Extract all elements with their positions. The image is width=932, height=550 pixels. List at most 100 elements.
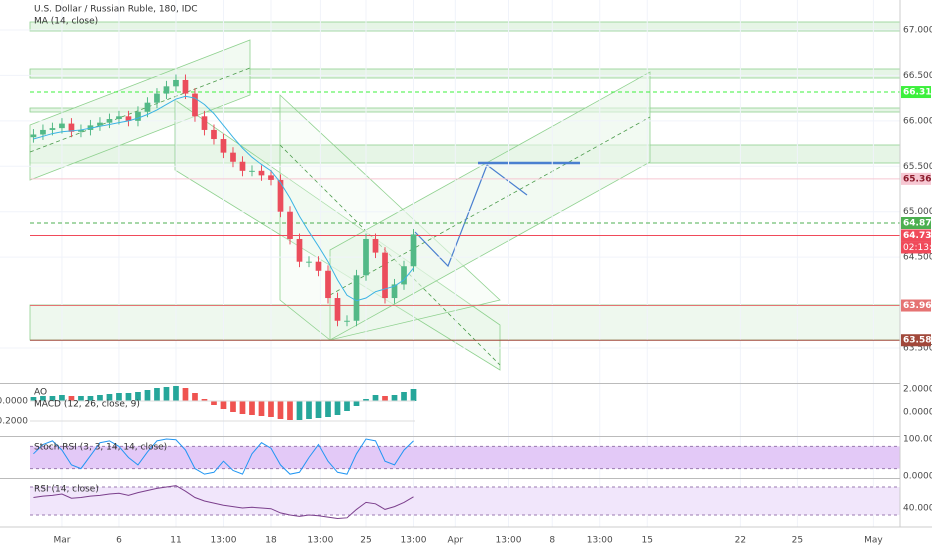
ao-bar [296,401,303,420]
candle-body [334,298,341,321]
ao-bar [68,396,75,401]
stoch-line [33,438,414,475]
candle-body [315,261,322,271]
arrows [414,161,580,268]
ao-bar [239,401,246,414]
x-tick-label: 6 [116,536,122,546]
candle-body [192,93,198,117]
candle-body [382,252,388,299]
y-tick-label: 64.5000 [903,253,932,263]
x-tick-label: 13:00 [587,536,613,546]
ao-bar [410,389,417,401]
ao-bar [258,401,265,416]
ao-bar [125,393,132,401]
y-tick-label: 63.5000 [903,344,932,354]
zone [29,144,901,164]
x-tick-label: 11 [170,536,181,546]
candle-body [40,129,46,135]
x-tick-label: 25 [792,536,803,546]
rsi-line [33,485,414,520]
ao-bar [353,401,360,406]
candle-body [363,238,369,276]
candle-body [220,139,227,153]
stoch-tick-label: 100.0000 [903,434,932,444]
candle-body [97,122,103,126]
ao-bar [334,401,341,415]
price-label-bg [901,334,931,347]
ao-bar [116,393,122,401]
candle-body [344,320,350,322]
candle-body [268,175,274,180]
rsi-label: RSI (14, close) [34,485,99,495]
macd-tick-label: 2.0000 [903,384,932,394]
ao-bar [211,401,217,405]
y-tick-label: 67.0000 [903,25,932,35]
candle-body [106,119,113,123]
ao-bar [249,401,255,415]
forecast-arrow [486,164,528,196]
ao-bar [306,401,312,419]
y-tick-label: 66.0000 [903,116,932,126]
candle-body [30,134,37,138]
candle-body [59,123,65,129]
ao-bar [154,388,160,401]
stoch-label: Stoch RSI (3, 3, 14, 14, close) [34,443,167,453]
candle-body [258,170,265,176]
price-label: 63.9676 [903,301,932,311]
ao-bar [220,401,227,409]
ao-bar [401,392,407,401]
ao-bar [268,401,274,417]
plot [0,0,900,527]
candle-body [287,211,293,239]
ao-bar [325,401,331,417]
ao-bar [382,396,388,401]
candle-body [325,270,331,299]
ma-line [33,95,414,302]
ao-bar [344,401,350,411]
x-tick-label: 13:00 [496,536,522,546]
ao-bar [87,396,94,401]
candle-body [125,116,132,121]
channel-mid [329,116,651,296]
ao-bar [144,390,151,401]
price-label-bg [901,229,931,242]
x-tick-label: 25 [360,536,371,546]
candle-body [173,79,179,87]
ao-tick-label: −0.2000 [0,417,28,427]
x-tick-label: 8 [549,536,555,546]
y-tick-label: 65.5000 [903,162,932,172]
candle-body [68,123,75,132]
ao-bar [230,401,236,412]
candle-body [49,128,56,130]
price-label-bg [901,172,931,185]
candle-body [78,129,84,132]
ao-bar [287,401,293,420]
ao-bar [372,395,379,401]
ao-bar [49,396,56,401]
rsi-band [30,486,900,516]
candle-body [372,238,379,253]
countdown-bg [901,241,931,254]
ao-bar [106,394,113,401]
y-tick-label: 65.0000 [903,207,932,217]
price-label: 66.3170 [903,88,932,98]
ao-bar [173,386,179,401]
x-tick-label: Mar [53,536,70,546]
price-label-bg [901,217,931,230]
macd-label: MACD (12, 26, close, 9) [34,400,140,410]
x-tick-label: Apr [448,536,464,546]
ao-bar [40,396,46,401]
ao-bar [30,397,37,401]
x-tick-label: May [864,536,883,546]
indicator-label: MA (14, close) [34,17,98,27]
price-label: 64.8758 [903,219,932,229]
price-label-bg [901,86,931,99]
macd-tick-label: 0.0000 [903,407,932,417]
candle-body [277,179,284,212]
x-tick-label: 13:00 [211,536,237,546]
ao-bar [59,395,65,401]
ao-bar [97,395,103,401]
candle-body [391,284,398,299]
ao-bar [163,387,170,401]
